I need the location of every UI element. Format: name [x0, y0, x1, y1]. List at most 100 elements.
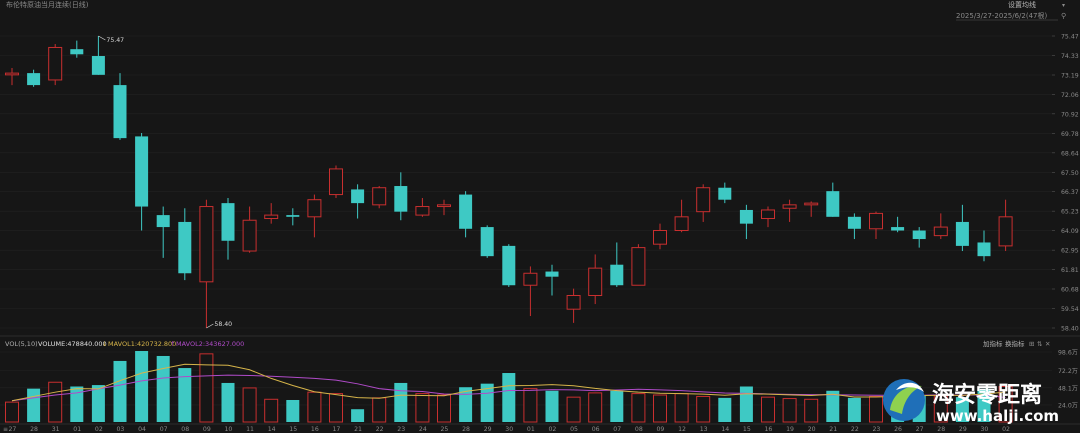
- candle-body: [739, 209, 753, 224]
- volume-bar-up: [998, 386, 1013, 423]
- date-tick-label: 31: [52, 426, 60, 433]
- candle-up: [5, 67, 19, 86]
- candle-down: [135, 132, 149, 231]
- candle-down: [718, 182, 732, 204]
- candle-body: [955, 221, 969, 246]
- candle-body: [545, 271, 559, 277]
- candle-body: [912, 230, 926, 240]
- candle-up: [523, 266, 538, 317]
- candle-up: [588, 254, 603, 305]
- date-tick-label: 11: [246, 426, 254, 433]
- candle-body: [804, 202, 819, 206]
- date-tick-label: 01: [527, 426, 535, 433]
- volume-bar-up: [782, 398, 797, 423]
- date-tick-label: 23: [397, 426, 405, 433]
- candle-body: [91, 56, 105, 75]
- volume-bar-up: [199, 353, 214, 423]
- indicator-label[interactable]: VOL(5,10): [5, 340, 38, 348]
- candle-body: [70, 49, 84, 55]
- candle-body: [933, 226, 948, 237]
- price-tick-label: 75.47: [1061, 34, 1079, 41]
- date-tick-label: 21: [829, 426, 837, 433]
- volume-bar-down: [739, 386, 753, 422]
- switch-indicator-button[interactable]: 换指标: [1005, 339, 1025, 348]
- candle-up: [782, 199, 797, 222]
- add-indicator-icon[interactable]: ⊞: [1029, 340, 1034, 348]
- candle-up: [437, 199, 451, 216]
- volume-bar-down: [826, 390, 840, 422]
- candle-down: [178, 208, 192, 281]
- date-tick-label: 05: [570, 426, 578, 433]
- volume-bar-up: [631, 393, 646, 423]
- settings-ma-button[interactable]: 设置均线: [1008, 0, 1036, 9]
- switch-indicator-icon[interactable]: ⇅: [1037, 340, 1043, 348]
- price-annotations: 75.47 58.40: [98, 35, 232, 329]
- mavol2-arrow-icon: ↑: [170, 340, 175, 348]
- pin-icon[interactable]: ⚲: [1061, 12, 1066, 20]
- volume-bar-down: [847, 397, 861, 422]
- volume-bar-down: [545, 390, 559, 422]
- candle-down: [891, 216, 905, 233]
- date-tick-label: 02: [95, 426, 103, 433]
- date-tick-label: 03: [117, 426, 125, 433]
- candle-down: [847, 213, 861, 240]
- candle-body: [761, 209, 775, 220]
- candle-down: [286, 208, 300, 226]
- candle-body: [221, 203, 235, 241]
- volume-bar-down: [502, 373, 516, 422]
- watermark-title: 海安零距离: [932, 382, 1042, 408]
- price-tick-label: 58.40: [1061, 326, 1079, 333]
- price-axis: 75.47 74.33 73.19 72.06 70.92 69.78 68.64 67.50…: [1052, 34, 1079, 333]
- close-icon[interactable]: ✕: [1045, 340, 1050, 348]
- date-tick-label: 29: [484, 426, 492, 433]
- candle-down: [502, 244, 516, 287]
- date-tick-label: 16: [311, 426, 319, 433]
- date-tick-label: 15: [743, 426, 751, 433]
- candle-body: [242, 219, 257, 252]
- candle-up: [804, 201, 819, 217]
- date-tick-label: 06: [592, 426, 600, 433]
- candle-down: [221, 197, 235, 260]
- low-pointer: [206, 323, 214, 329]
- price-tick-label: 68.64: [1061, 150, 1079, 157]
- candle-body: [437, 204, 451, 208]
- candle-body: [351, 189, 365, 204]
- date-tick-label: 27: [9, 426, 17, 433]
- price-tick-label: 62.95: [1061, 248, 1079, 255]
- candle-up: [696, 184, 711, 222]
- candlestick-series[interactable]: [5, 36, 1013, 328]
- volume-bar-down: [178, 368, 192, 422]
- date-tick-label: 28: [462, 426, 470, 433]
- candle-body: [307, 199, 322, 218]
- chevron-down-icon[interactable]: ▾: [1062, 2, 1065, 9]
- candle-body: [782, 204, 797, 209]
- volume-bar-up: [869, 395, 883, 423]
- date-tick-label: 08: [635, 426, 643, 433]
- date-tick-label: 07: [613, 426, 621, 433]
- date-tick-label: 23: [873, 426, 881, 433]
- candle-body: [286, 215, 300, 217]
- date-tick-label: 25: [441, 426, 449, 433]
- candle-body: [394, 186, 408, 212]
- candle-up: [653, 223, 667, 250]
- candle-up: [372, 186, 387, 209]
- add-indicator-button[interactable]: 加指标: [983, 339, 1003, 348]
- candle-down: [977, 230, 991, 262]
- volume-bar-up: [48, 381, 63, 423]
- date-tick-label: 22: [851, 426, 859, 433]
- low-label: 58.40: [214, 321, 232, 328]
- candle-down: [113, 73, 127, 140]
- candle-body: [199, 206, 214, 283]
- watermark-logo: 海安零距离 www.halji.com: [883, 379, 1059, 425]
- candle-up: [48, 44, 63, 86]
- date-tick-label: 16: [765, 426, 773, 433]
- candle-up: [998, 199, 1013, 252]
- mavol2-value: MAVOL2:343627.000: [176, 340, 244, 348]
- candle-up: [307, 194, 322, 238]
- candle-body: [459, 194, 473, 229]
- candle-body: [847, 216, 861, 229]
- mavol1-arrow-icon: ↓: [102, 340, 107, 348]
- volume-bar-down: [610, 390, 624, 422]
